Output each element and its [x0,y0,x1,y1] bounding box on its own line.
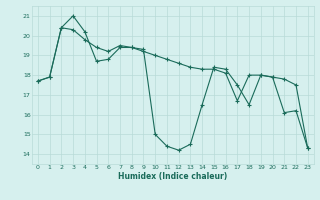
X-axis label: Humidex (Indice chaleur): Humidex (Indice chaleur) [118,172,228,181]
